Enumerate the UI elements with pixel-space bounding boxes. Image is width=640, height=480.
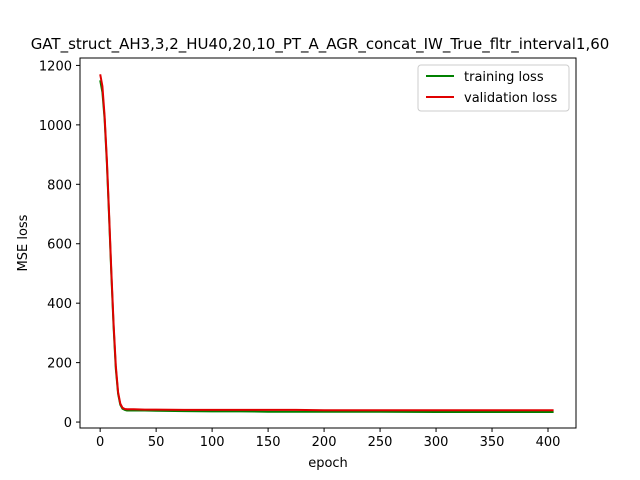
y-axis-label: MSE loss xyxy=(16,214,31,271)
x-tick-label: 100 xyxy=(200,435,225,450)
x-tick-label: 350 xyxy=(480,435,505,450)
x-axis-ticks: 0 50 100 150 200 250 300 350 400 xyxy=(96,428,560,450)
y-axis-ticks: 0 200 400 600 800 1000 1200 xyxy=(39,59,80,431)
y-tick-label: 400 xyxy=(47,297,72,312)
legend-label-training-loss: training loss xyxy=(464,70,544,85)
y-tick-label: 800 xyxy=(47,178,72,193)
y-tick-label: 1200 xyxy=(39,59,72,74)
series-line-validation-loss xyxy=(99,74,554,412)
y-tick-label: 200 xyxy=(47,357,72,372)
x-tick-label: 400 xyxy=(536,435,561,450)
legend-label-validation-loss: validation loss xyxy=(464,91,557,106)
x-tick-label: 0 xyxy=(96,435,104,450)
x-axis-label: epoch xyxy=(308,456,348,471)
chart-title: GAT_struct_AH3,3,2_HU40,20,10_PT_A_AGR_c… xyxy=(31,35,610,54)
x-tick-label: 300 xyxy=(424,435,449,450)
y-tick-label: 0 xyxy=(64,416,72,431)
series-layer xyxy=(99,74,554,413)
x-tick-label: 200 xyxy=(312,435,337,450)
plot-area xyxy=(80,58,576,428)
plot-frame xyxy=(79,57,577,429)
legend: training loss validation loss xyxy=(417,64,570,112)
x-tick-label: 250 xyxy=(368,435,393,450)
y-tick-label: 1000 xyxy=(39,119,72,134)
legend-box xyxy=(417,64,570,112)
x-tick-label: 50 xyxy=(148,435,165,450)
y-tick-label: 600 xyxy=(47,238,72,253)
x-tick-label: 150 xyxy=(256,435,281,450)
